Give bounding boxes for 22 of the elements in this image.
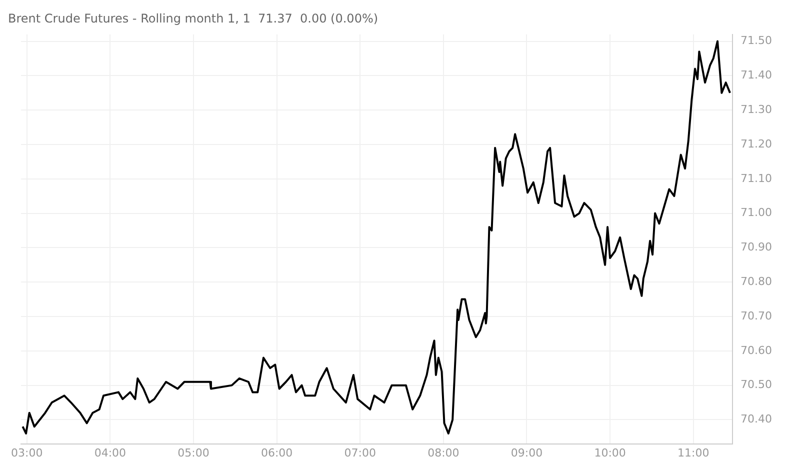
y-tick-label: 71.00 <box>740 206 772 220</box>
x-tick-label: 09:00 <box>510 446 543 460</box>
y-tick-label: 71.50 <box>740 34 772 48</box>
x-tick-label: 11:00 <box>678 446 710 460</box>
x-tick-label: 08:00 <box>428 446 460 460</box>
x-tick-label: 05:00 <box>178 446 210 460</box>
y-tick-label: 71.30 <box>740 102 772 116</box>
x-tick-label: 06:00 <box>260 446 293 460</box>
chart-title: Brent Crude Futures - Rolling month 1, 1 71.37 0.00 (0.00%) <box>8 11 378 26</box>
x-tick-label: 03:00 <box>11 446 43 460</box>
y-tick-label: 70.60 <box>740 344 772 357</box>
y-tick-label: 70.90 <box>740 240 772 254</box>
x-tick-label: 07:00 <box>344 446 376 460</box>
x-tick-label: 04:00 <box>94 446 126 460</box>
y-tick-label: 70.50 <box>740 378 772 392</box>
y-tick-label: 71.20 <box>740 137 772 150</box>
y-tick-label: 70.70 <box>740 309 772 322</box>
x-tick-label: 10:00 <box>594 446 626 460</box>
y-tick-label: 70.80 <box>740 274 772 288</box>
y-tick-label: 71.40 <box>740 68 772 82</box>
y-tick-label: 71.10 <box>740 172 772 185</box>
y-tick-label: 70.40 <box>740 412 772 426</box>
